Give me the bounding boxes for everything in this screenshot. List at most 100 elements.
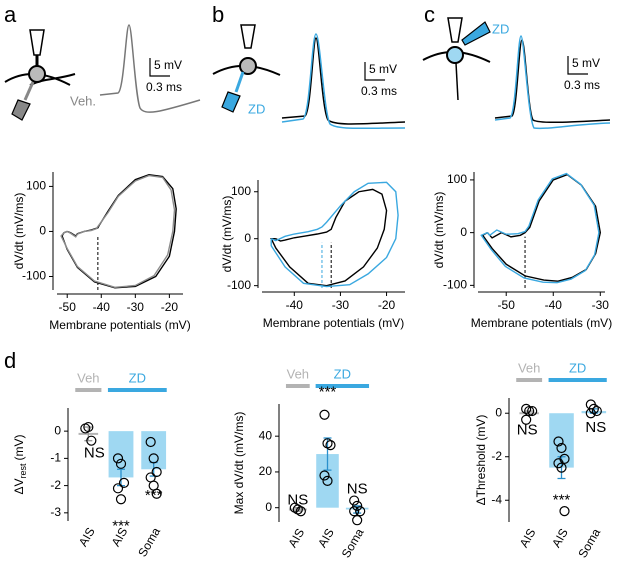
x-tick-label: Soma xyxy=(339,526,367,560)
data-point xyxy=(295,506,306,517)
x-tick-label: Soma xyxy=(135,525,163,559)
phase-line xyxy=(480,172,600,284)
y-tick-label: -100 xyxy=(22,269,46,283)
annotation: NS xyxy=(287,492,308,509)
y-axis-label: dV/dt (mV/ms) xyxy=(220,196,234,273)
data-point xyxy=(521,403,532,414)
y-axis-label-main: ΔThreshold (mV) xyxy=(474,415,488,506)
phase-line xyxy=(61,173,177,289)
annotation: *** xyxy=(319,384,337,401)
drug-label: Veh. xyxy=(70,93,96,108)
phase-line xyxy=(60,174,176,289)
scale-label: 5 mV xyxy=(154,58,182,72)
y-tick-label: 40 xyxy=(259,428,273,442)
x-tick-label: -40 xyxy=(286,298,304,312)
x-tick-label: -40 xyxy=(93,300,111,314)
y-tick-label: 0 xyxy=(460,225,467,239)
x-tick-label: -30 xyxy=(332,298,350,312)
data-point xyxy=(355,506,366,517)
y-tick-label: -100 xyxy=(227,278,251,292)
drug-label: ZD xyxy=(492,21,509,36)
scale-label: 5 mV xyxy=(572,56,600,70)
y-tick-label: 0 xyxy=(54,423,61,437)
scale-bar xyxy=(567,56,588,75)
x-tick-label: AIS xyxy=(285,526,307,550)
ap-trace xyxy=(281,37,406,125)
y-tick-label: -2 xyxy=(491,449,502,463)
y-axis-label-unit: (mV) xyxy=(12,434,26,460)
x-tick-label: AIS xyxy=(549,526,571,550)
x-tick-label: -50 xyxy=(498,298,516,312)
y-tick-label: -100 xyxy=(443,278,467,292)
data-point xyxy=(553,436,564,447)
group-label: ZD xyxy=(334,366,351,381)
y-tick-label: 0 xyxy=(495,405,502,419)
annotation: NS xyxy=(84,445,105,462)
y-axis-label: dV/dt (mV/ms) xyxy=(432,192,446,269)
x-axis-label: Membrane potentials (mV) xyxy=(49,318,190,332)
y-tick-label: -3 xyxy=(50,505,61,519)
data-point xyxy=(352,515,363,526)
data-point xyxy=(322,475,333,486)
scale-label: 0.3 ms xyxy=(361,84,397,98)
x-tick-label: -20 xyxy=(378,298,396,312)
data-point xyxy=(349,506,360,517)
data-point xyxy=(322,438,333,449)
scale-label: 5 mV xyxy=(369,62,397,76)
data-point xyxy=(319,409,330,420)
x-tick-label: AIS xyxy=(76,525,98,549)
data-point xyxy=(148,453,159,464)
group-label: ZD xyxy=(129,370,146,385)
data-point xyxy=(585,408,596,419)
group-label: Veh xyxy=(287,366,309,381)
panel-label: a xyxy=(4,2,17,27)
x-tick-label: -40 xyxy=(545,298,563,312)
error-bar xyxy=(353,505,362,514)
data-point xyxy=(112,483,124,494)
x-tick-label: Soma xyxy=(575,526,603,560)
group-label: Veh xyxy=(518,360,540,375)
y-axis-label-main: Max dV/dt (mV/ms) xyxy=(232,412,246,515)
scale-bar xyxy=(149,58,170,77)
y-tick-label: -4 xyxy=(491,492,502,506)
data-point xyxy=(151,488,162,499)
x-tick-label: -20 xyxy=(161,300,179,314)
y-tick-label: 0 xyxy=(39,224,46,238)
phase-line xyxy=(270,188,388,287)
data-point xyxy=(556,462,567,473)
y-tick-label: 0 xyxy=(265,500,272,514)
data-point xyxy=(292,504,303,515)
data-point xyxy=(527,405,538,417)
annotation: NS xyxy=(585,419,606,436)
annotation: *** xyxy=(553,491,571,508)
scale-label: 0.3 ms xyxy=(564,78,600,92)
group-label: Veh xyxy=(77,370,99,385)
error-bar xyxy=(117,468,125,487)
annotation: *** xyxy=(145,487,163,504)
bar xyxy=(316,454,339,508)
ap-trace xyxy=(494,35,611,130)
data-point xyxy=(83,421,94,433)
x-axis-label: Membrane potentials (mV) xyxy=(471,316,612,330)
data-point xyxy=(325,440,336,451)
ap-trace xyxy=(281,33,406,130)
y-axis-label: Max dV/dt (mV/ms) xyxy=(232,412,246,515)
group-label: ZD xyxy=(569,360,586,375)
data-point xyxy=(352,500,363,512)
data-point xyxy=(349,495,360,506)
x-tick-label: -30 xyxy=(127,300,145,314)
data-point xyxy=(591,405,602,417)
phase-line xyxy=(481,173,602,282)
data-point xyxy=(556,442,567,454)
y-tick-label: 100 xyxy=(231,184,251,198)
panel-label: b xyxy=(212,2,224,27)
drug-label: ZD xyxy=(248,101,265,116)
x-tick-label: -30 xyxy=(592,298,610,312)
data-point xyxy=(521,414,532,425)
data-point xyxy=(86,435,97,446)
scale-label: 0.3 ms xyxy=(146,80,182,94)
x-tick-label: AIS xyxy=(315,526,337,550)
data-point xyxy=(319,470,330,481)
data-point xyxy=(115,494,127,505)
